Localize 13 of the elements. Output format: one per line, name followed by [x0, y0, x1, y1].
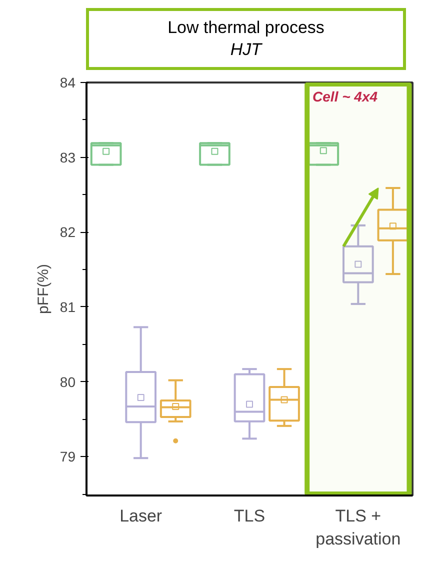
y-tick-label: 84: [60, 74, 76, 90]
x-tick-label: TLS: [234, 506, 266, 526]
annotation: Cell ~ 4x4: [312, 88, 378, 104]
y-tick-label: 80: [60, 374, 76, 390]
x-tick-label: Laser: [120, 506, 162, 526]
y-tick-label: 82: [60, 224, 76, 240]
y-tick-label: 83: [60, 149, 76, 166]
x-tick-label: TLS + passivation: [316, 506, 401, 548]
y-tick-label: 81: [60, 298, 76, 315]
y-axis-title: pFF(%): [34, 264, 52, 314]
y-tick-label: 79: [60, 448, 76, 465]
chart-subtitle: HJT: [229, 39, 264, 61]
chart-title: Low thermal process: [168, 17, 324, 39]
